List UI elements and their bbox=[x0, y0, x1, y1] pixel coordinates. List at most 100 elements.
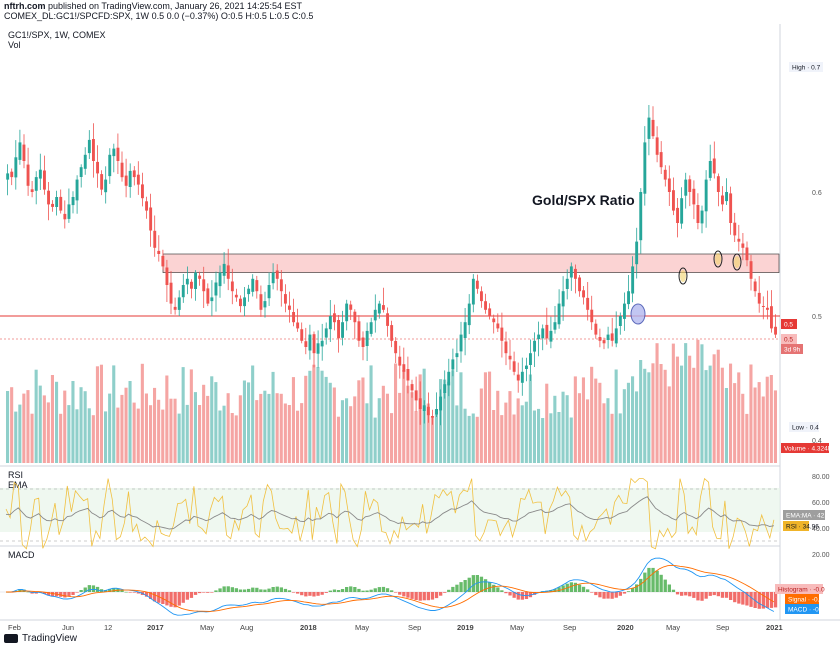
macd-histogram-bar bbox=[95, 586, 100, 592]
volume-bar bbox=[55, 381, 59, 463]
macd-histogram-bar bbox=[349, 586, 353, 592]
macd-histogram-bar bbox=[659, 574, 663, 592]
macd-histogram-bar bbox=[222, 586, 226, 592]
candle-body bbox=[251, 278, 255, 292]
volume-bar bbox=[6, 391, 10, 463]
macd-histogram-bar bbox=[71, 592, 75, 595]
retest-circle bbox=[678, 267, 688, 285]
macd-histogram-bar bbox=[516, 592, 520, 600]
rsi-line bbox=[5, 477, 775, 550]
volume-bar bbox=[226, 393, 230, 463]
volume-bar bbox=[532, 410, 536, 463]
candle-body bbox=[108, 154, 112, 177]
macd-histogram-bar bbox=[30, 592, 34, 594]
candle-body bbox=[316, 343, 320, 354]
candle-body bbox=[230, 281, 234, 292]
resistance-zone bbox=[0, 253, 780, 340]
candle-body bbox=[341, 322, 344, 338]
time-tick: May bbox=[200, 623, 214, 632]
candle-body bbox=[157, 250, 161, 254]
candle-body bbox=[296, 322, 300, 329]
macd-histogram-bar bbox=[132, 592, 136, 593]
macd-histogram-bar bbox=[108, 588, 112, 592]
macd-histogram-bar bbox=[390, 590, 394, 592]
macd-histogram-bar bbox=[177, 592, 181, 606]
macd-histogram-bar bbox=[635, 584, 639, 592]
volume-bar bbox=[271, 371, 275, 463]
time-tick: Sep bbox=[563, 623, 576, 632]
volume-bar bbox=[651, 363, 655, 463]
volume-bar bbox=[349, 406, 353, 463]
volume-bar bbox=[643, 368, 647, 463]
macd-histogram-bar bbox=[365, 590, 369, 592]
volume-bar bbox=[626, 382, 630, 463]
candle-body bbox=[414, 390, 418, 401]
rsi-tag-bg bbox=[783, 521, 809, 531]
volume-bar bbox=[234, 415, 238, 463]
volume-bar bbox=[720, 367, 724, 463]
volume-bar bbox=[426, 403, 430, 463]
macd-histogram-bar bbox=[675, 592, 680, 595]
volume-bar bbox=[340, 400, 344, 463]
volume-bar bbox=[618, 413, 622, 463]
candle-body bbox=[79, 167, 83, 177]
volume-bar bbox=[745, 413, 749, 463]
volume-bar bbox=[185, 404, 189, 463]
macd-histogram-bar bbox=[590, 592, 594, 593]
site-name: nftrh.com bbox=[4, 1, 46, 11]
candle-body bbox=[610, 333, 614, 341]
macd-histogram-bar bbox=[300, 592, 304, 596]
volume-bar bbox=[451, 370, 455, 463]
macd-histogram-bar bbox=[63, 592, 67, 598]
candle-body bbox=[263, 301, 267, 308]
rsi-tick: 40.00 bbox=[812, 526, 830, 533]
candle-body bbox=[398, 356, 402, 366]
volume-bar bbox=[508, 391, 512, 463]
macd-histogram-bar bbox=[385, 588, 390, 592]
macd-histogram-bar bbox=[602, 592, 606, 599]
volume-bar bbox=[577, 393, 581, 463]
macd-histogram-bar bbox=[622, 592, 627, 594]
macd-histogram-bar bbox=[214, 590, 218, 592]
macd-histogram-bar bbox=[614, 592, 618, 598]
candle-body bbox=[124, 175, 128, 186]
macd-histogram-bar bbox=[128, 592, 132, 593]
candle-body bbox=[218, 272, 222, 287]
candle-body bbox=[667, 178, 671, 192]
candle-body bbox=[602, 340, 606, 344]
candle-body bbox=[222, 263, 226, 276]
candle-body bbox=[471, 278, 475, 305]
macd-histogram-bar bbox=[663, 579, 667, 592]
candle-body bbox=[104, 179, 108, 193]
macd-histogram-bar bbox=[377, 587, 381, 592]
macd-histogram-bar bbox=[757, 592, 761, 609]
macd-histogram-bar bbox=[357, 588, 361, 592]
candle-body bbox=[590, 309, 594, 323]
candle-body bbox=[480, 291, 483, 302]
candle-body bbox=[202, 279, 206, 292]
macd-histogram-bar bbox=[581, 586, 586, 592]
candle-body bbox=[337, 320, 340, 339]
volume-bar bbox=[198, 405, 202, 463]
macd-histogram-bar bbox=[573, 582, 578, 592]
candle-body bbox=[516, 374, 520, 381]
macd-line bbox=[5, 557, 775, 616]
macd-histogram-bar bbox=[75, 592, 79, 593]
macd-histogram-bar bbox=[144, 592, 149, 597]
volume-bar bbox=[255, 400, 259, 463]
time-tick: May bbox=[510, 623, 524, 632]
volume-bar bbox=[402, 370, 406, 463]
volume-bar bbox=[765, 376, 769, 463]
main-pane-title: GC1!/SPX, 1W, COMEX bbox=[8, 30, 106, 40]
candle-body bbox=[680, 198, 684, 224]
macd-histogram-bar bbox=[488, 582, 492, 592]
macd-histogram-bar bbox=[328, 590, 332, 592]
candle-body bbox=[47, 190, 50, 205]
candle-body bbox=[757, 292, 761, 304]
candle-body bbox=[774, 326, 777, 335]
volume-bar bbox=[647, 372, 651, 463]
macd-histogram-bar bbox=[161, 592, 165, 604]
candle-body bbox=[120, 162, 124, 178]
volume-bar bbox=[447, 381, 451, 463]
